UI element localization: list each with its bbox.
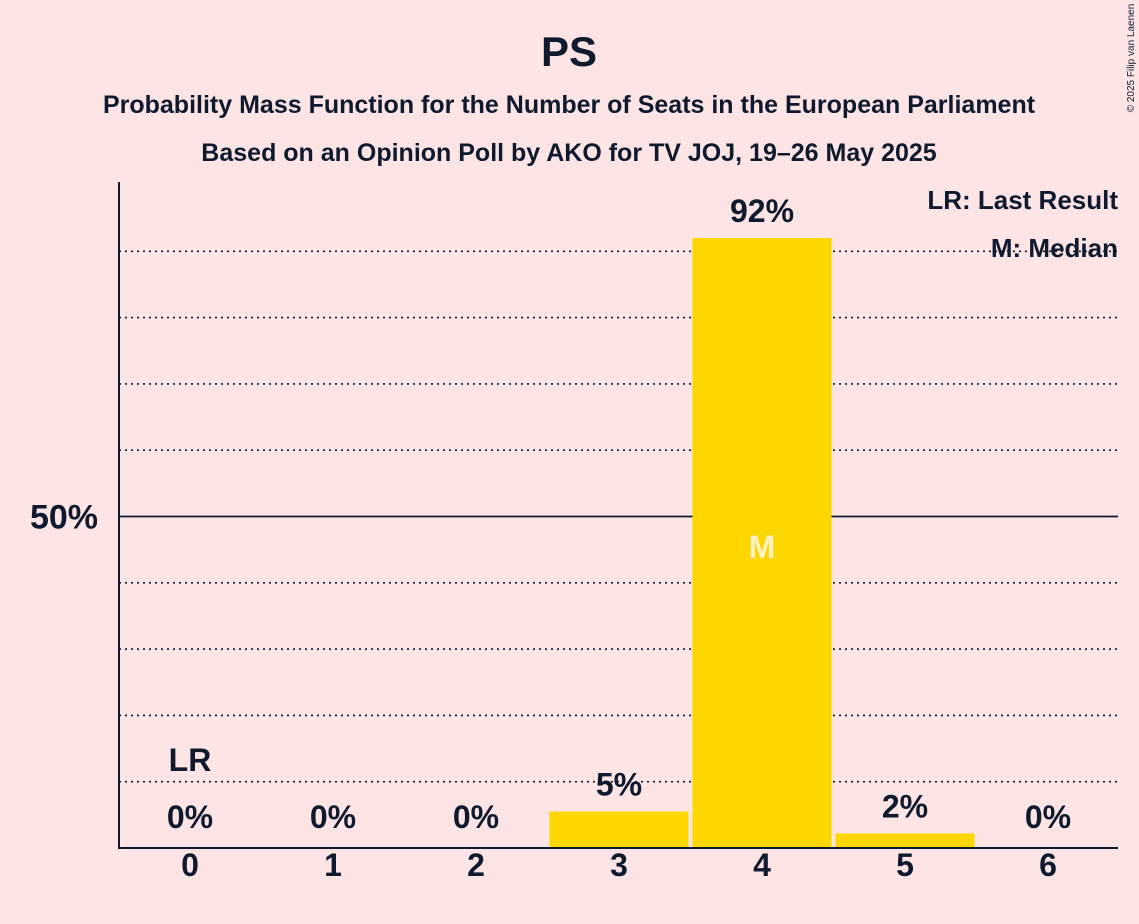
x-tick-label: 3 <box>610 847 628 883</box>
data-label: 0% <box>167 799 213 835</box>
copyright-note: © 2025 Filip van Laenen <box>1126 4 1137 113</box>
y-tick-label: 50% <box>30 499 98 537</box>
x-tick-label: 4 <box>753 847 771 883</box>
data-label: 0% <box>453 799 499 835</box>
chart-title: PS <box>541 28 597 75</box>
data-label: 92% <box>730 193 794 229</box>
bar <box>549 811 689 848</box>
x-tick-label: 6 <box>1039 847 1057 883</box>
x-tick-label: 2 <box>467 847 485 883</box>
data-label: 0% <box>310 799 356 835</box>
data-label: 0% <box>1025 799 1071 835</box>
bar <box>835 833 975 848</box>
data-label: 5% <box>596 767 642 803</box>
chart-subtitle-line1: Probability Mass Function for the Number… <box>103 91 1036 119</box>
x-tick-label: 1 <box>324 847 342 883</box>
median-marker: M <box>749 529 776 565</box>
legend-last-result: LR: Last Result <box>927 185 1118 215</box>
bar <box>692 238 832 849</box>
x-tick-label: 0 <box>181 847 199 883</box>
last-result-marker: LR <box>169 742 212 778</box>
legend-median: M: Median <box>991 233 1118 263</box>
chart-subtitle-line2: Based on an Opinion Poll by AKO for TV J… <box>201 139 936 167</box>
x-tick-label: 5 <box>896 847 914 883</box>
data-label: 2% <box>882 788 928 824</box>
